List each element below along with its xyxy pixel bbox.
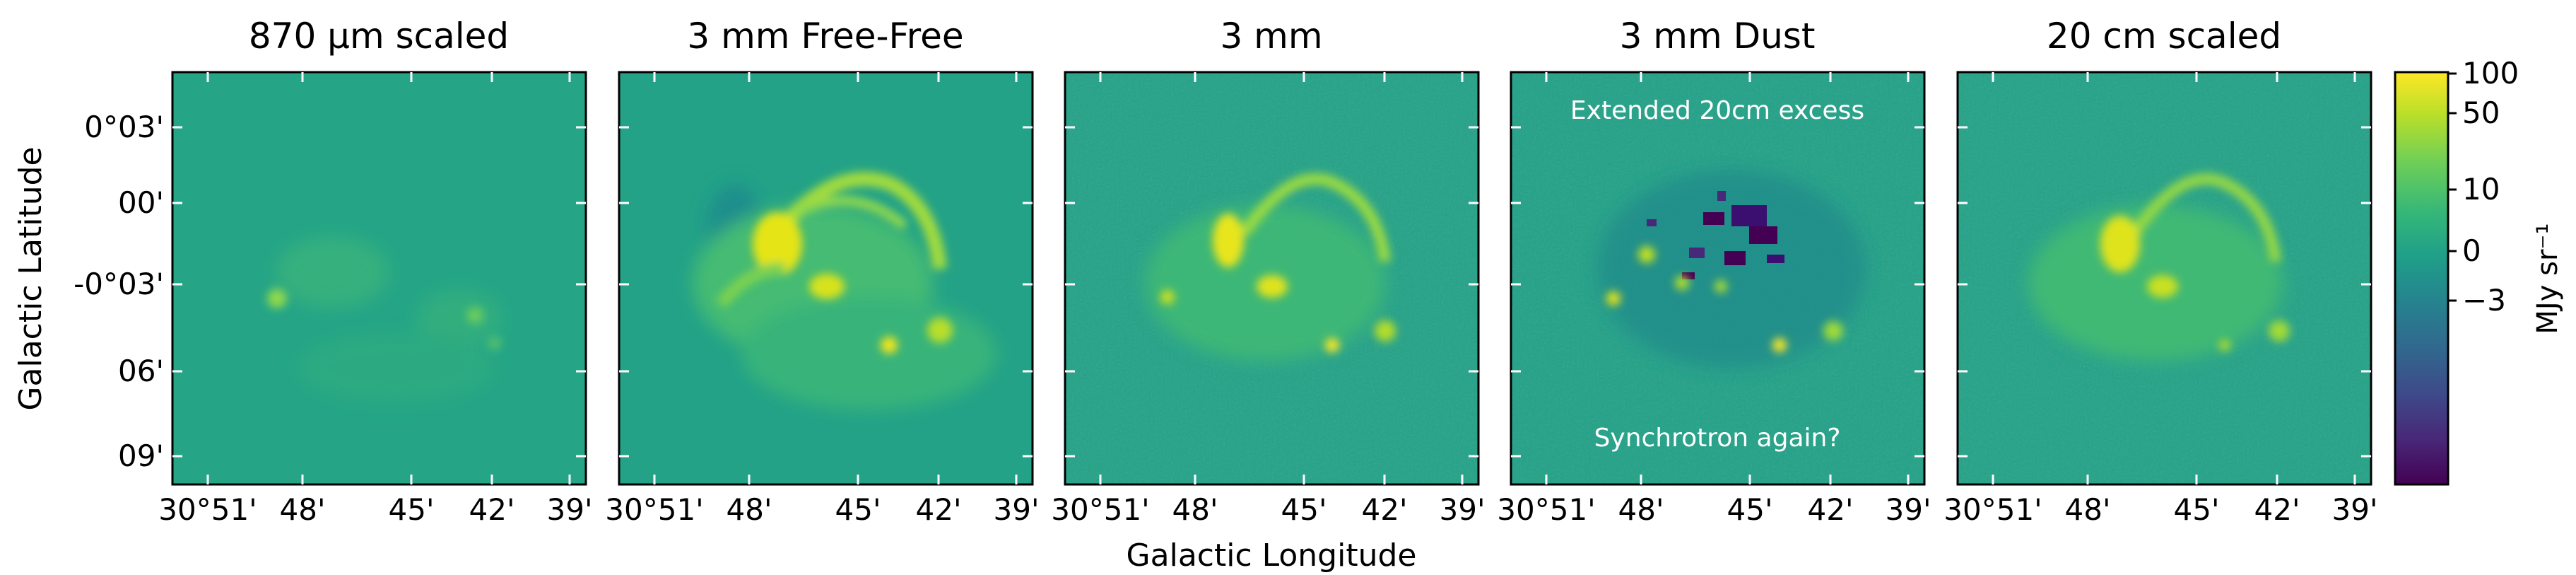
annotation-extended-excess: Extended 20cm excess [1570, 96, 1864, 125]
heatmap-image [1958, 72, 2371, 484]
y-tick-label: 06' [118, 354, 164, 388]
colorbar-tick-label: 10 [2462, 172, 2500, 207]
negative-residuals [1647, 191, 1784, 279]
x-tick-label: 48' [727, 492, 772, 527]
plot-frame [171, 71, 587, 486]
x-tick-label: 48' [2065, 492, 2111, 527]
x-tick-label: 42' [1362, 492, 1408, 527]
colorbar-tick-label: −3 [2462, 283, 2506, 318]
x-tick-label: 30°51' [1051, 492, 1149, 527]
colorbar-tick-label: 0 [2462, 233, 2481, 268]
plot-frame [618, 71, 1034, 486]
x-tick-label: 39' [1886, 492, 1931, 527]
colorbar-tick-label: 100 [2462, 56, 2519, 91]
x-tick-label: 45' [389, 492, 435, 527]
colorbar-gradient [2394, 71, 2449, 486]
x-tick-label: 39' [994, 492, 1040, 527]
x-tick-labels: 30°51' 48' 45' 42' 39' 30°51' 48' 45' 42' 39' 30°5… [158, 492, 2377, 527]
panel-title: 3 mm [1220, 16, 1322, 57]
axis-ticks [172, 72, 2371, 484]
x-tick-label: 39' [1440, 492, 1486, 527]
panel-3mm-dust: 3 mm Dust [1510, 16, 1926, 486]
y-tick-labels: 0°03' 00' -0°03' 06' 09' [73, 110, 164, 473]
x-tick-label: 45' [835, 492, 881, 527]
panel-870um: 870 μm scaled [171, 16, 587, 486]
y-tick-label: -0°03' [73, 267, 164, 301]
panel-title: 20 cm scaled [2047, 16, 2281, 57]
panel-title: 3 mm Free-Free [687, 16, 963, 57]
panel-20cm: 20 cm scaled [1956, 16, 2372, 486]
plot-frame [1510, 71, 1926, 486]
y-tick-label: 0°03' [84, 110, 164, 144]
x-tick-label: 48' [1618, 492, 1664, 527]
panel-3mm-free-free: 3 mm Free-Free [618, 16, 1034, 486]
y-tick-label: 09' [118, 438, 164, 473]
x-tick-label: 39' [547, 492, 593, 527]
panel-title: 3 mm Dust [1620, 16, 1816, 57]
x-tick-label: 42' [2254, 492, 2300, 527]
x-tick-label: 48' [1172, 492, 1218, 527]
x-tick-label: 39' [2332, 492, 2378, 527]
x-tick-label: 45' [1727, 492, 1773, 527]
y-tick-label: 00' [118, 185, 164, 220]
x-tick-label: 30°51' [605, 492, 703, 527]
x-tick-label: 42' [469, 492, 515, 527]
x-tick-label: 30°51' [1943, 492, 2042, 527]
x-tick-label: 48' [280, 492, 326, 527]
x-axis-label: Galactic Longitude [1127, 538, 1417, 574]
panel-title: 870 μm scaled [249, 16, 509, 57]
x-tick-label: 30°51' [1497, 492, 1595, 527]
y-axis-label: Galactic Latitude [13, 146, 49, 410]
plot-frame [1956, 71, 2372, 486]
annotation-synchrotron: Synchrotron again? [1594, 424, 1841, 453]
plot-frame [1064, 71, 1480, 486]
heatmap-image: Extended 20cm excess Synchrotron again? [1511, 72, 1924, 484]
heatmap-image [172, 72, 586, 484]
heatmap-image [1065, 72, 1478, 484]
x-tick-label: 45' [2174, 492, 2220, 527]
colorbar-tick-label: 50 [2462, 95, 2500, 130]
heatmap-image [619, 72, 1033, 484]
x-tick-label: 42' [1808, 492, 1854, 527]
colorbar-label: MJy sr⁻¹ [2531, 223, 2564, 334]
panel-3mm: 3 mm [1064, 16, 1480, 486]
x-tick-label: 42' [916, 492, 962, 527]
x-tick-label: 30°51' [158, 492, 257, 527]
x-tick-label: 45' [1281, 492, 1327, 527]
